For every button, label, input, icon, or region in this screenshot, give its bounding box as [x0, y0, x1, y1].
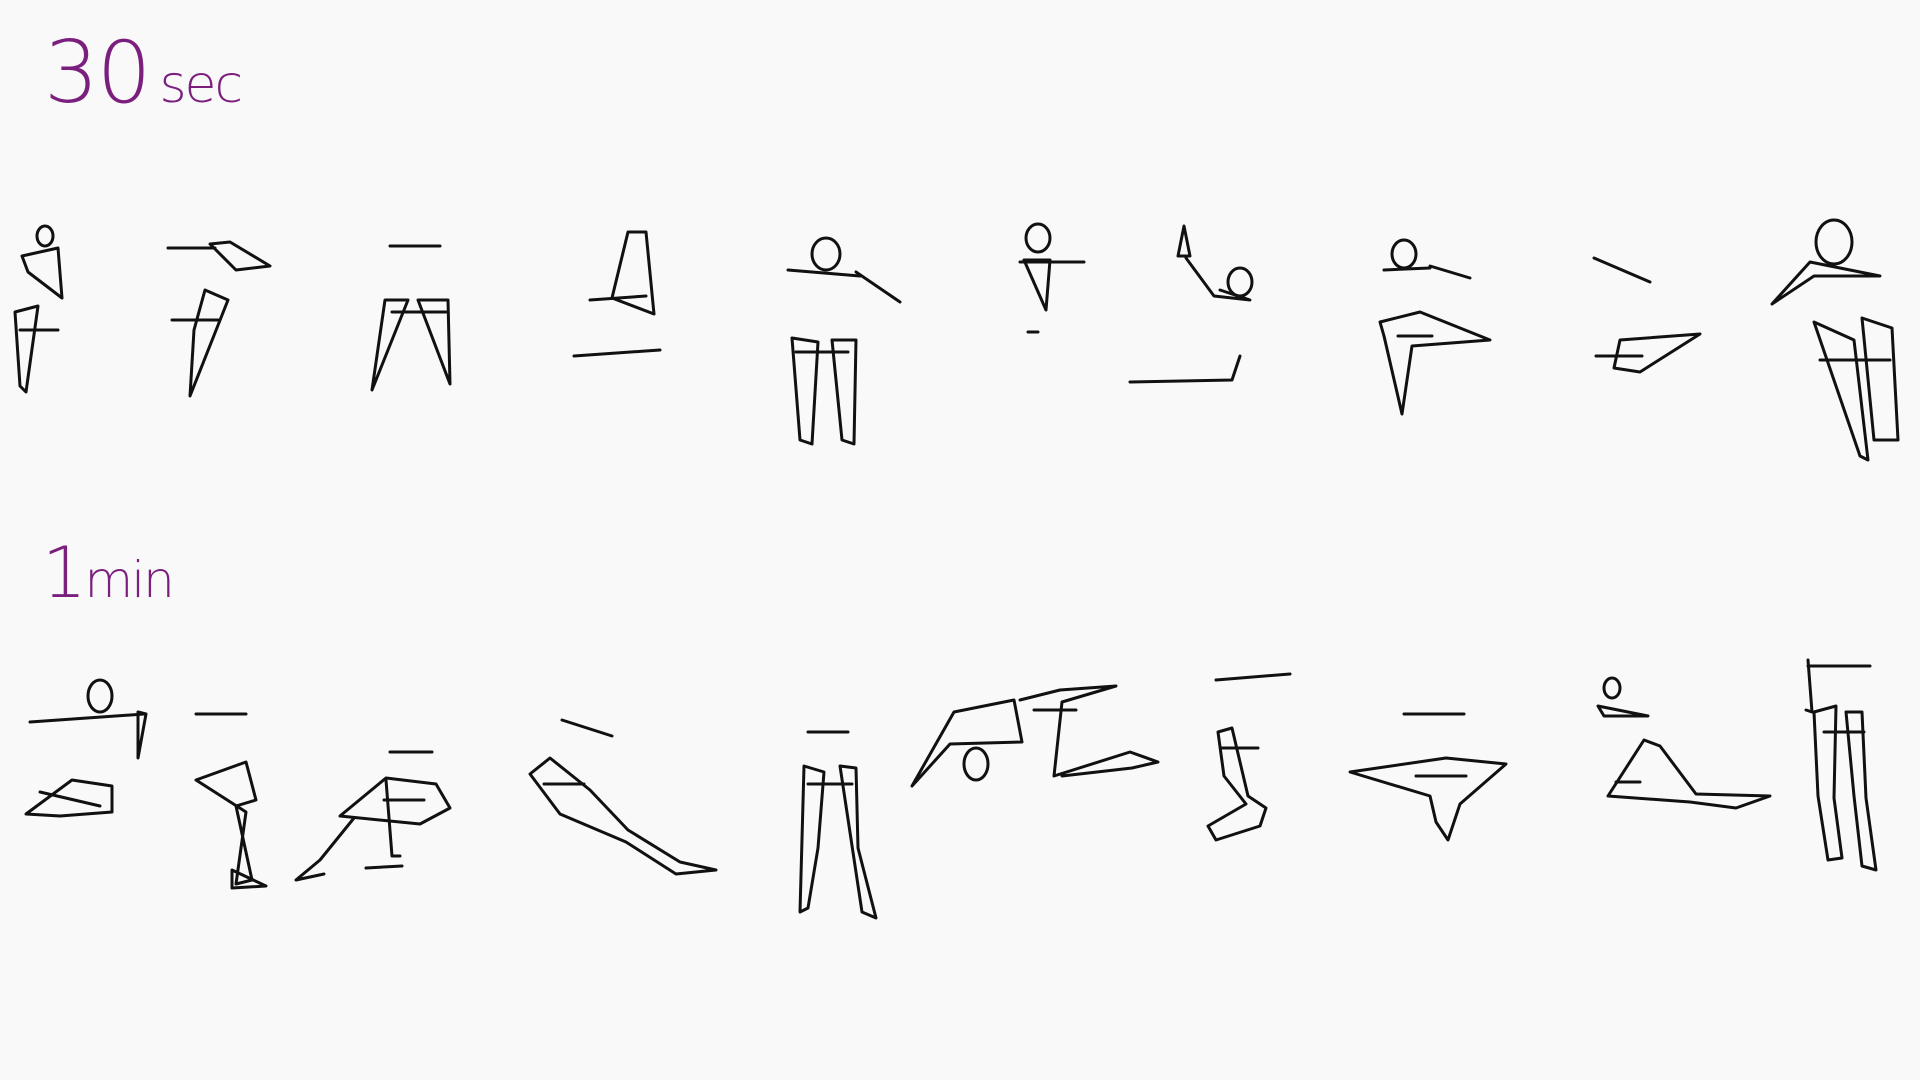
section-label-30-sec: 30 sec	[44, 30, 243, 116]
pose-figure-30s-8	[1378, 238, 1492, 416]
pose-figure-30s-9	[1592, 256, 1702, 374]
section-unit: min	[84, 551, 175, 609]
pose-figure-1m-3	[294, 750, 452, 882]
pose-figure-1m-8	[1348, 712, 1508, 842]
pose-figure-1m-5	[798, 730, 878, 920]
pose-figure-30s-6	[1018, 222, 1086, 334]
pose-figure-30s-2	[166, 240, 272, 398]
pose-figure-30s-1	[13, 224, 64, 394]
pose-figure-30s-7	[1128, 224, 1254, 384]
section-unit: sec	[159, 55, 243, 115]
pose-figure-30s-10	[1770, 218, 1900, 462]
pose-figure-30s-4	[572, 230, 662, 358]
pose-figure-1m-2	[194, 712, 268, 890]
pose-figure-30s-5	[786, 236, 902, 446]
pose-figure-1m-6	[910, 684, 1160, 788]
pose-figure-1m-10	[1804, 658, 1878, 872]
pose-figure-1m-7	[1206, 672, 1292, 842]
pose-figure-1m-4	[528, 718, 718, 876]
pose-figure-30s-3	[370, 244, 452, 392]
pose-figure-1m-9	[1596, 676, 1772, 810]
section-value: 1	[42, 532, 87, 614]
section-label-1-min: 1min	[42, 538, 175, 609]
pose-figure-1m-1	[24, 678, 148, 818]
section-value: 30	[44, 23, 151, 123]
